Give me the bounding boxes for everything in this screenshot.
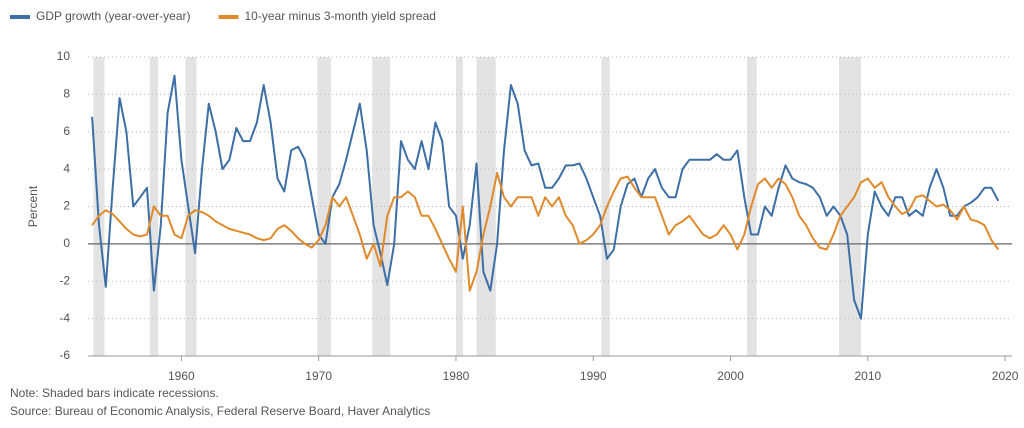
y-tick-label: -6 (59, 348, 70, 362)
legend-swatch (10, 15, 30, 19)
x-tick-label: 2010 (854, 369, 881, 383)
legend-label: GDP growth (year-over-year) (36, 9, 191, 23)
recession-bar (185, 57, 197, 356)
x-tick-label: 1990 (580, 369, 607, 383)
x-tick-label: 1960 (168, 369, 195, 383)
y-tick-label: 0 (63, 236, 70, 250)
recession-bar (601, 57, 610, 356)
x-tick-label: 2000 (717, 369, 744, 383)
note: Note: Shaded bars indicate recessions. (10, 386, 219, 400)
y-tick-label: 10 (57, 49, 71, 63)
x-tick-label: 1980 (443, 369, 470, 383)
legend-swatch (218, 15, 239, 19)
line-series (91, 74, 1000, 320)
recession-bar (93, 57, 105, 356)
y-axis-label: Percent (26, 185, 40, 227)
y-tick-label: 8 (63, 87, 70, 101)
recession-bar (455, 57, 463, 356)
line-series (91, 171, 1000, 292)
y-tick-label: -4 (59, 311, 70, 325)
source: Source: Bureau of Economic Analysis, Fed… (10, 404, 430, 418)
y-tick-label: -2 (59, 273, 70, 287)
legend-label: 10-year minus 3-month yield spread (245, 9, 436, 23)
y-tick-label: 4 (63, 161, 70, 175)
y-tick-label: 6 (63, 124, 70, 138)
x-tick-label: 2020 (992, 369, 1019, 383)
recession-bar (372, 57, 391, 356)
y-tick-label: 2 (63, 199, 70, 213)
x-tick-label: 1970 (305, 369, 332, 383)
